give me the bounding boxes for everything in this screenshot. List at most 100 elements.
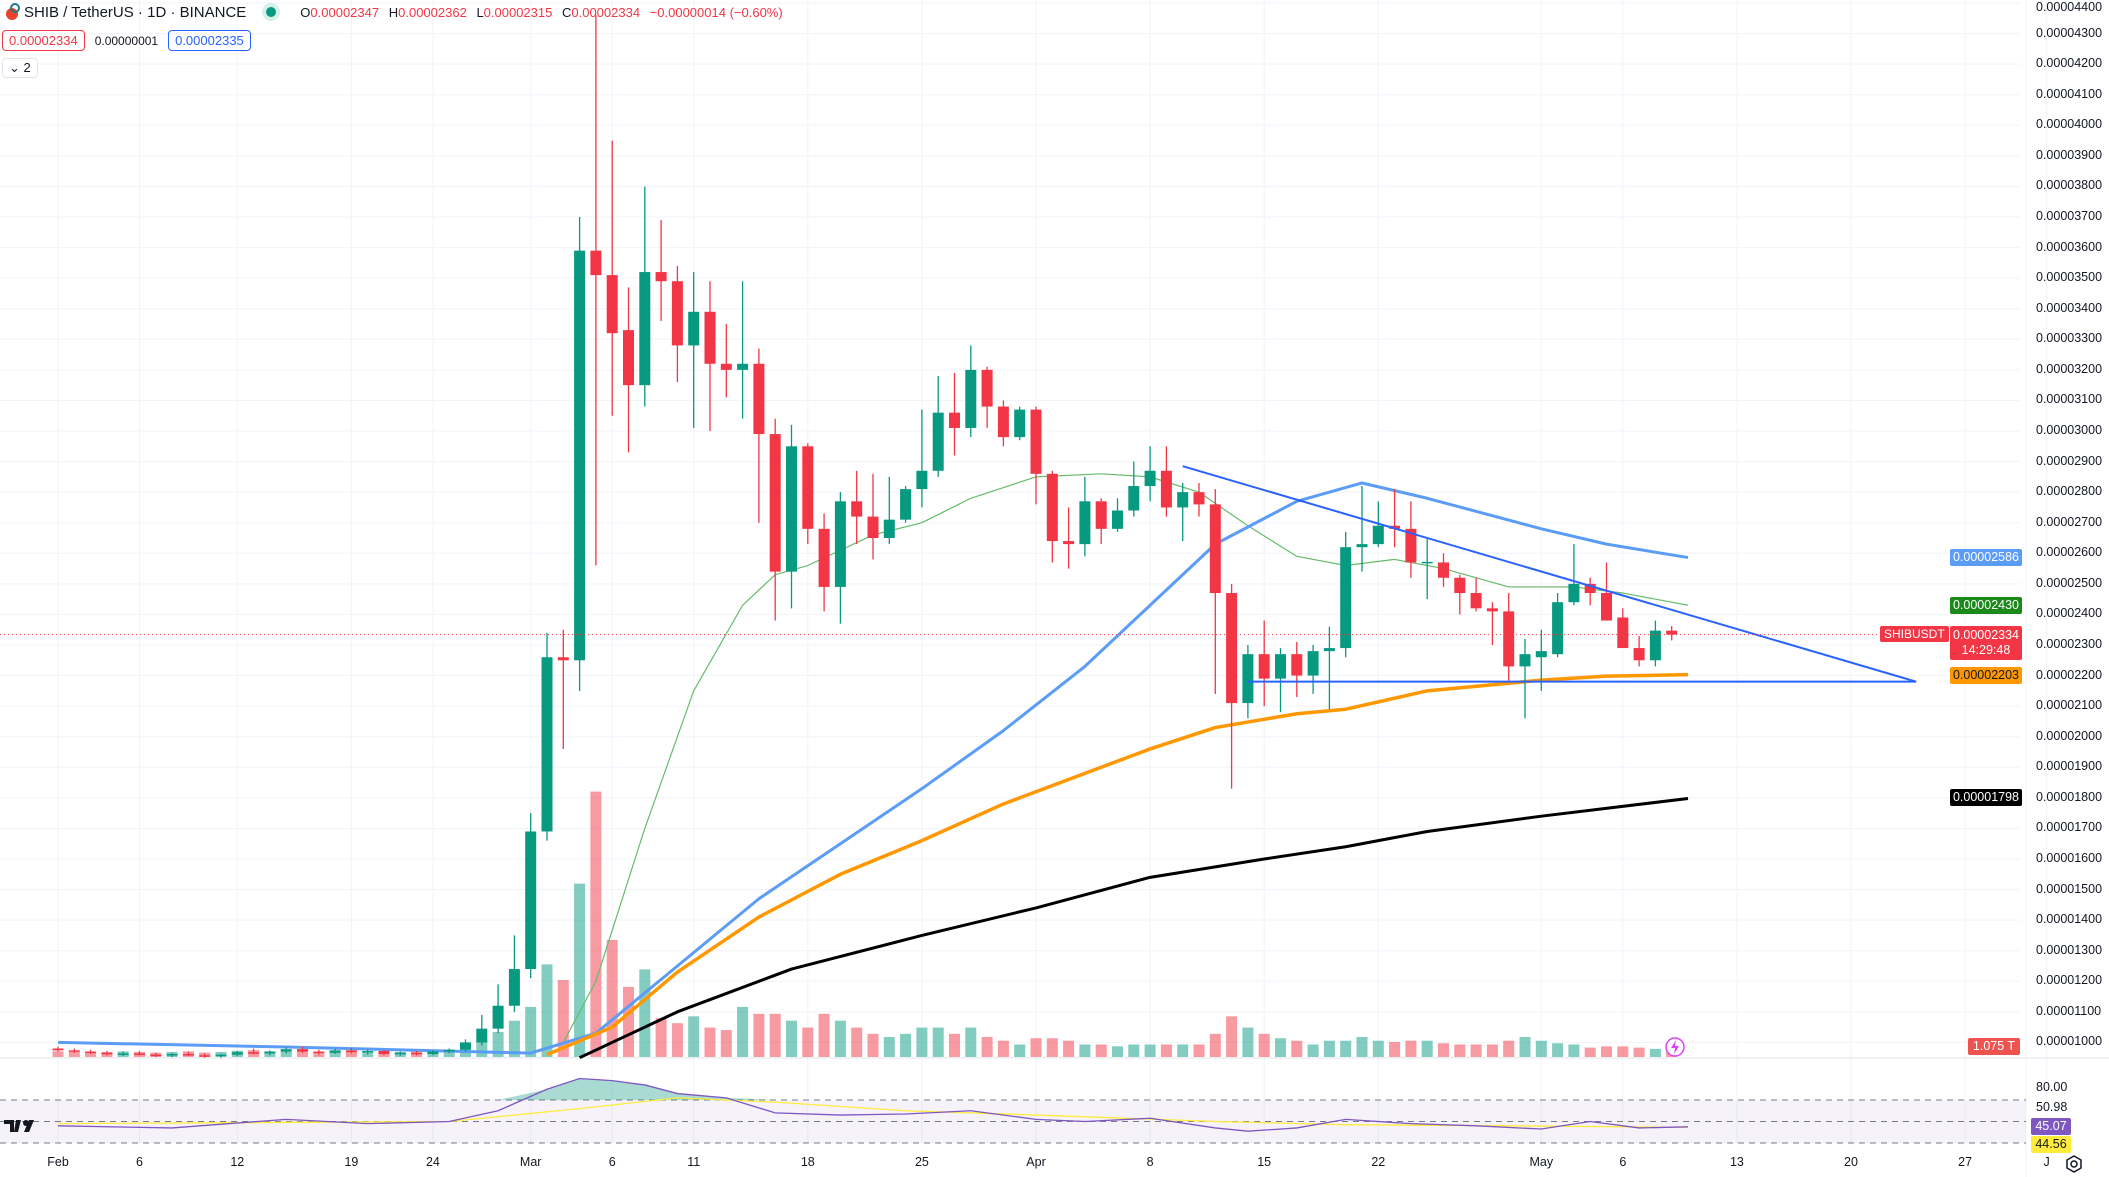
candle-body (68, 1050, 80, 1052)
price-tick-label: 0.00003800 (2036, 178, 2103, 193)
buy-button[interactable]: 0.00002335 (168, 30, 251, 51)
volume-bar (1389, 1041, 1401, 1057)
candle (1356, 486, 1368, 572)
candle (1340, 531, 1352, 658)
volume-bar (1617, 1046, 1629, 1057)
volume-bar (1421, 1040, 1433, 1057)
price-tick-label: 0.00004200 (2036, 56, 2103, 71)
time-tick-label: 12 (230, 1155, 245, 1169)
candle (1307, 645, 1319, 694)
time-tick-label: 6 (608, 1155, 616, 1169)
price-tick-label: 0.00003200 (2036, 361, 2103, 376)
sell-button[interactable]: 0.00002334 (2, 30, 85, 51)
price-tick-label: 0.00001800 (2036, 789, 2103, 804)
candle-body (639, 272, 651, 386)
tradingview-logo[interactable] (4, 1118, 34, 1134)
price-tick-label: 0.00003500 (2036, 270, 2103, 285)
close-value: 0.00002334 (571, 4, 641, 20)
candle-body (394, 1052, 406, 1055)
candle (900, 486, 912, 523)
candle (932, 375, 944, 477)
candle-body (541, 657, 553, 832)
time-tick-label: 8 (1146, 1155, 1154, 1169)
volume-bar (476, 1040, 488, 1057)
candle-body (313, 1051, 325, 1054)
candle-body (52, 1048, 64, 1051)
candle-body (1535, 651, 1547, 658)
volume-bar (606, 939, 618, 1057)
price-tick-label: 0.00003400 (2036, 300, 2103, 315)
symbol-title[interactable]: SHIB / TetherUS · 1D · BINANCE (24, 3, 247, 21)
high-value: 0.00002362 (398, 4, 467, 20)
candle-body (1666, 630, 1678, 635)
candle-body (1470, 593, 1482, 609)
candle-body (834, 501, 846, 587)
candle (427, 1050, 439, 1056)
low-label: L (476, 4, 484, 20)
volume-bar (1030, 1038, 1042, 1057)
candle-body (362, 1050, 374, 1053)
candle (1470, 577, 1482, 612)
collapse-indicators-button[interactable]: ⌄ 2 (2, 58, 38, 78)
candle (1633, 635, 1645, 667)
candle (378, 1049, 390, 1056)
time-tick-label: 20 (1844, 1155, 1858, 1169)
candle (1063, 507, 1075, 569)
candle-body (1649, 630, 1661, 661)
volume-bar (1568, 1044, 1580, 1057)
candle (280, 1047, 292, 1054)
candle (1275, 648, 1286, 713)
volume-bar (949, 1033, 960, 1057)
candle (818, 513, 830, 612)
ma-blue-moving-average-line (57, 481, 1689, 1055)
candle-body (166, 1054, 178, 1056)
candle (85, 1049, 97, 1055)
volume-bar (834, 1020, 846, 1057)
candle-body (557, 657, 569, 661)
candle-body (1046, 473, 1058, 542)
candle-body (1340, 547, 1352, 649)
spread-value: 0.00000001 (94, 33, 159, 48)
volume-bar (1454, 1044, 1466, 1057)
rsi-overbought-fill (58, 1078, 1688, 1100)
candle (101, 1050, 113, 1056)
candle-body (802, 446, 814, 529)
rsi-upper-label: 80.00 (2036, 1080, 2068, 1094)
candle-body (280, 1049, 292, 1052)
low-value: 0.00002315 (483, 4, 553, 20)
open-label: O (300, 4, 311, 20)
candle (199, 1053, 211, 1058)
volume-bar (1584, 1047, 1596, 1057)
volume-bar (508, 1020, 520, 1057)
candle (688, 272, 700, 428)
candle-body (525, 831, 537, 970)
price-tick-label: 0.00002400 (2036, 606, 2103, 621)
time-tick-label: 6 (136, 1155, 143, 1169)
candle (134, 1050, 145, 1056)
lightning-alert-icon[interactable] (1664, 1036, 1686, 1058)
time-tick-label: 18 (800, 1155, 815, 1169)
volume-bar (443, 1050, 455, 1057)
candle-body (1601, 593, 1612, 621)
candle-body (818, 528, 830, 587)
volume-bar (1438, 1043, 1449, 1057)
settings-gear-icon[interactable] (2064, 1154, 2084, 1174)
volume-tag: 1.075 T (1968, 1038, 2020, 1055)
candle-body (101, 1052, 113, 1055)
volume-bar (1226, 1016, 1238, 1057)
candle-body (981, 369, 993, 407)
price-tick-label: 0.00003300 (2036, 331, 2103, 346)
price-tick-label: 0.00001900 (2036, 759, 2103, 774)
volume-bar (1177, 1044, 1189, 1057)
candle (264, 1050, 276, 1056)
candle-body (606, 275, 618, 334)
volume-bar (900, 1033, 912, 1057)
volume-bar (932, 1027, 944, 1057)
volume-bar (981, 1036, 993, 1057)
price-tick-label: 0.00002500 (2036, 575, 2103, 590)
volume-bar (753, 1013, 765, 1057)
volume-bar (737, 1006, 749, 1057)
candle (411, 1050, 423, 1056)
candle-body (965, 369, 977, 428)
